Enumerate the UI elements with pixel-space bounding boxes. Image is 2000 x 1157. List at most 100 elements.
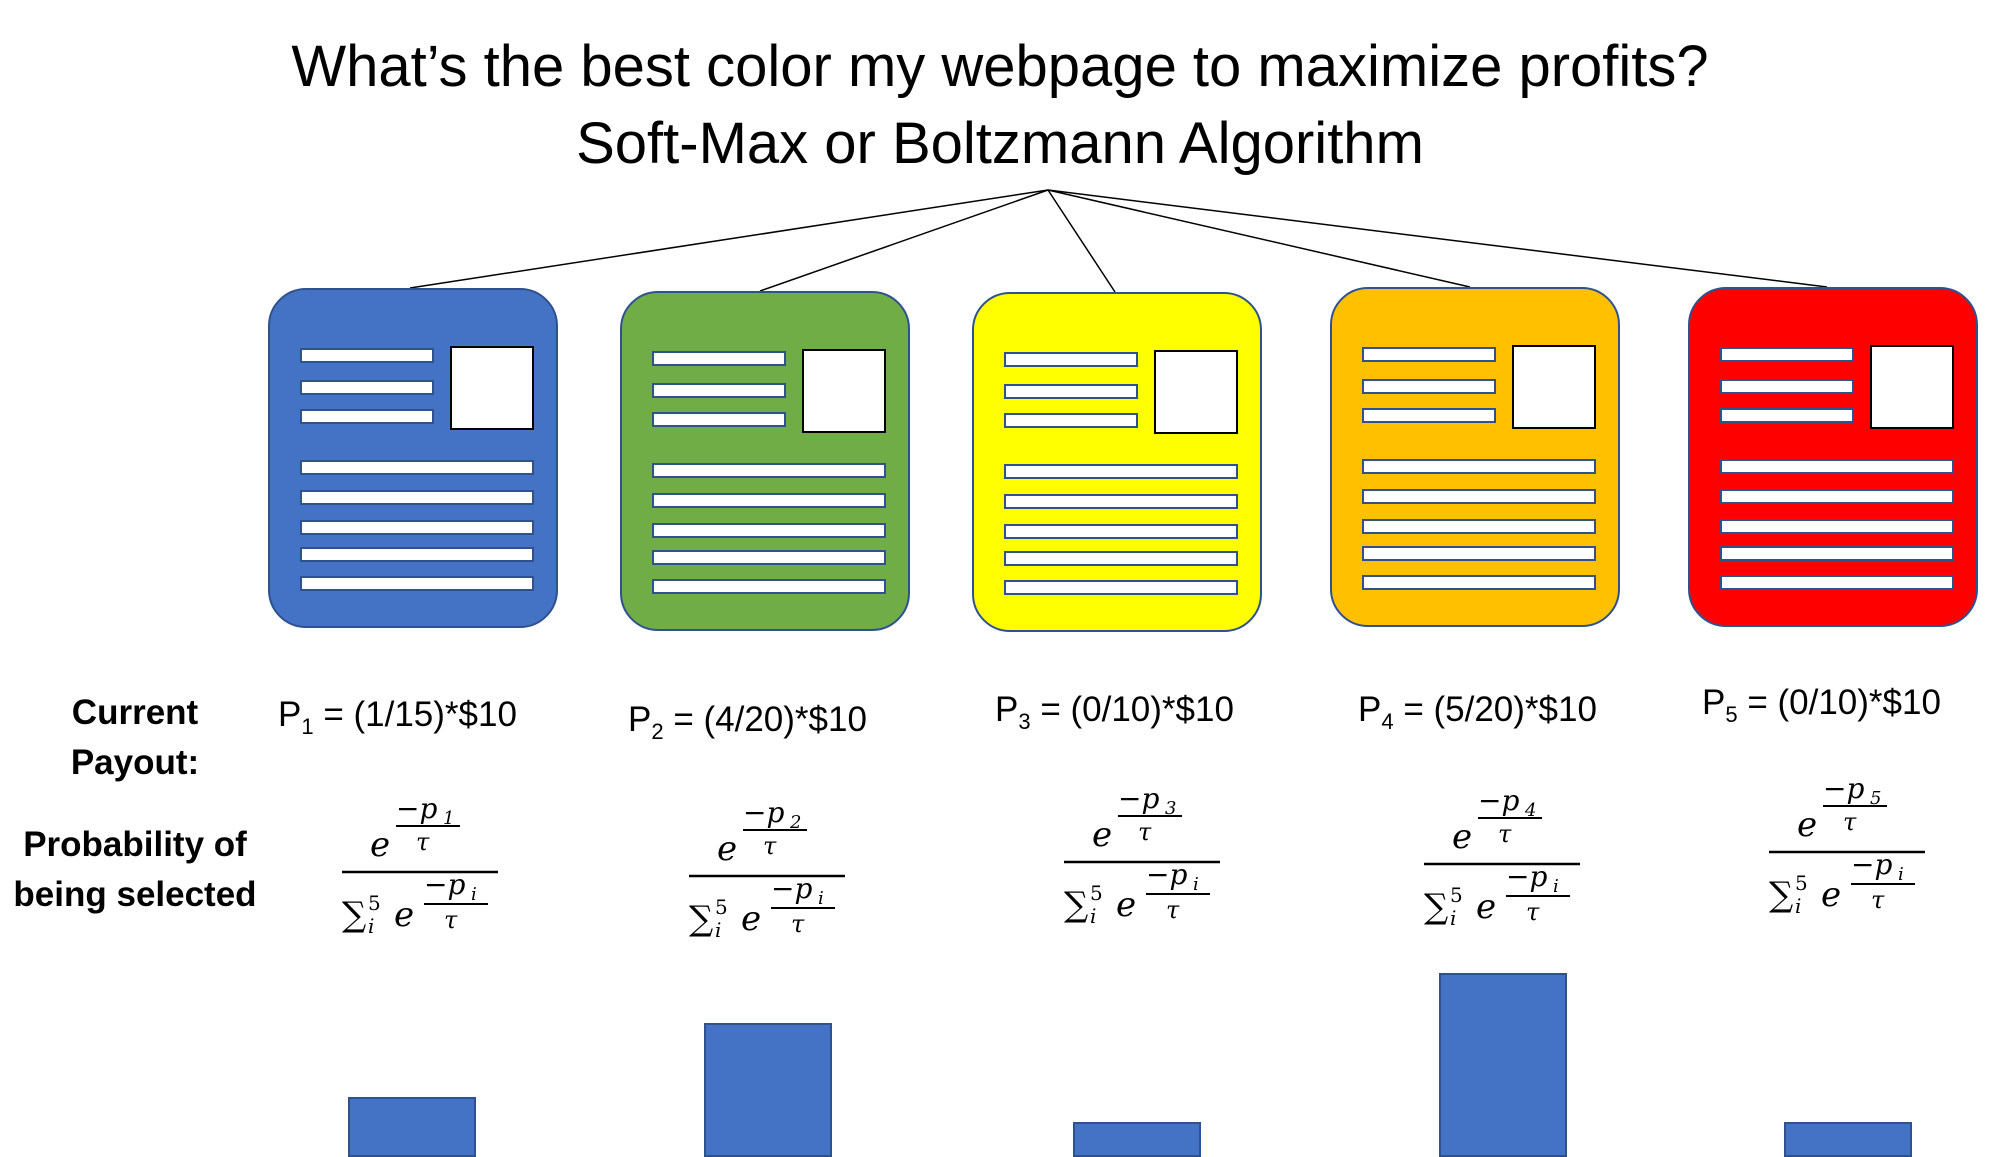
sum-symbol: ∑ [689, 899, 713, 939]
payout-blue: P1 = (1/15)*$10 [278, 695, 517, 740]
sum-symbol: ∑ [342, 895, 366, 935]
text-line-long [1720, 546, 1954, 561]
sum-upper: 5 [715, 895, 728, 919]
den-exp-tau: τ [1166, 896, 1180, 924]
payout-orange: P4 = (5/20)*$10 [1358, 690, 1597, 735]
text-line-long [652, 463, 886, 478]
text-line-long [652, 493, 886, 508]
text-line-long [1362, 459, 1596, 474]
payout-index: 5 [1725, 702, 1738, 727]
softmax-formula-green: e−p 2τ∑ 5i e−p iτ [689, 796, 845, 942]
exp-subscript: 3 [1165, 798, 1176, 819]
den-exp-tau: τ [1526, 898, 1540, 926]
text-line-long [1362, 519, 1596, 534]
softmax-formula-yellow: e−p 3τ∑ 5i e−p iτ [1064, 782, 1220, 928]
den-exp-subscript: i [818, 888, 824, 909]
payout-index: 4 [1381, 709, 1394, 734]
softmax-formula-orange: e−p 4τ∑ 5i e−p iτ [1424, 784, 1580, 930]
text-line-short [1362, 379, 1496, 394]
den-exp-tau: τ [1871, 886, 1885, 914]
exp-base: e [1797, 805, 1817, 845]
softmax-formula-red: e−p 5τ∑ 5i e−p iτ [1769, 772, 1925, 918]
den-exp-base: e [1476, 887, 1496, 927]
text-line-long [300, 547, 534, 562]
probability-bar-red [1784, 1122, 1912, 1157]
payout-index: 2 [651, 719, 664, 744]
branch-line-4 [1047, 189, 1471, 288]
probability-bar-green [704, 1023, 832, 1157]
text-line-short [1720, 408, 1854, 423]
text-line-long [1362, 546, 1596, 561]
text-line-short [1004, 413, 1138, 428]
exp-subscript: 4 [1524, 800, 1536, 821]
text-line-long [300, 490, 534, 505]
sum-upper: 5 [1090, 881, 1103, 905]
exp-subscript: 2 [789, 812, 801, 833]
den-exp-base: e [394, 895, 414, 935]
exp-subscript: 5 [1870, 788, 1881, 809]
payout-expression: = (1/15)*$10 [313, 695, 517, 734]
probability-bar-yellow [1073, 1122, 1201, 1157]
sum-lower: i [1795, 894, 1801, 918]
text-line-long [300, 460, 534, 475]
text-line-long [1720, 519, 1954, 534]
text-line-long [1004, 580, 1238, 595]
text-line-long [1004, 551, 1238, 566]
exp-tau: τ [1138, 818, 1152, 846]
exp-base: e [370, 825, 390, 865]
webpage-orange [1330, 287, 1620, 627]
den-exp-tau: τ [791, 910, 805, 938]
text-line-short [1004, 352, 1138, 367]
sum-symbol: ∑ [1769, 875, 1793, 915]
branch-line-5 [1047, 189, 1828, 288]
sum-upper: 5 [1450, 883, 1463, 907]
text-line-long [1720, 489, 1954, 504]
text-line-short [652, 351, 786, 366]
probability-row-label: Probability of being selected [13, 825, 257, 914]
text-line-long [300, 576, 534, 591]
webpage-blue [268, 288, 558, 628]
sum-upper: 5 [368, 891, 381, 915]
payout-prefix: P [628, 700, 652, 739]
branch-line-3 [1047, 189, 1116, 293]
payout-index: 3 [1018, 709, 1031, 734]
sum-symbol: ∑ [1064, 885, 1088, 925]
image-placeholder [1870, 345, 1954, 429]
exp-subscript: 1 [443, 808, 454, 829]
image-placeholder [450, 346, 534, 430]
branch-line-1 [409, 189, 1049, 289]
text-line-long [652, 523, 886, 538]
text-line-short [300, 348, 434, 363]
webpage-red [1688, 287, 1978, 627]
exp-minus-p: −p [396, 792, 437, 825]
payout-index: 1 [301, 714, 314, 739]
text-line-short [300, 380, 434, 395]
payout-prefix: P [278, 695, 302, 734]
den-exp-subscript: i [1193, 874, 1199, 895]
image-placeholder [802, 349, 886, 433]
text-line-short [652, 383, 786, 398]
exp-tau: τ [1498, 820, 1512, 848]
exp-minus-p: −p [1118, 782, 1159, 815]
exp-base: e [1092, 815, 1112, 855]
text-line-long [1004, 494, 1238, 509]
softmax-formula-blue: e−p 1τ∑ 5i e−p iτ [342, 792, 498, 938]
exp-base: e [1452, 817, 1472, 857]
payout-red: P5 = (0/10)*$10 [1702, 683, 1941, 728]
text-line-short [652, 412, 786, 427]
text-line-long [1720, 575, 1954, 590]
den-exp-minus-p: −p [771, 872, 812, 905]
sum-lower: i [1450, 906, 1456, 930]
exp-minus-p: −p [743, 796, 784, 829]
title-line-2: Soft-Max or Boltzmann Algorithm [576, 111, 1424, 176]
text-line-long [652, 579, 886, 594]
image-placeholder [1154, 350, 1238, 434]
exp-base: e [717, 829, 737, 869]
exp-tau: τ [1843, 808, 1857, 836]
text-line-long [1720, 459, 1954, 474]
den-exp-base: e [741, 899, 761, 939]
sum-upper: 5 [1795, 871, 1808, 895]
den-exp-minus-p: −p [424, 868, 465, 901]
webpage-green [620, 291, 910, 631]
exp-minus-p: −p [1478, 784, 1519, 817]
